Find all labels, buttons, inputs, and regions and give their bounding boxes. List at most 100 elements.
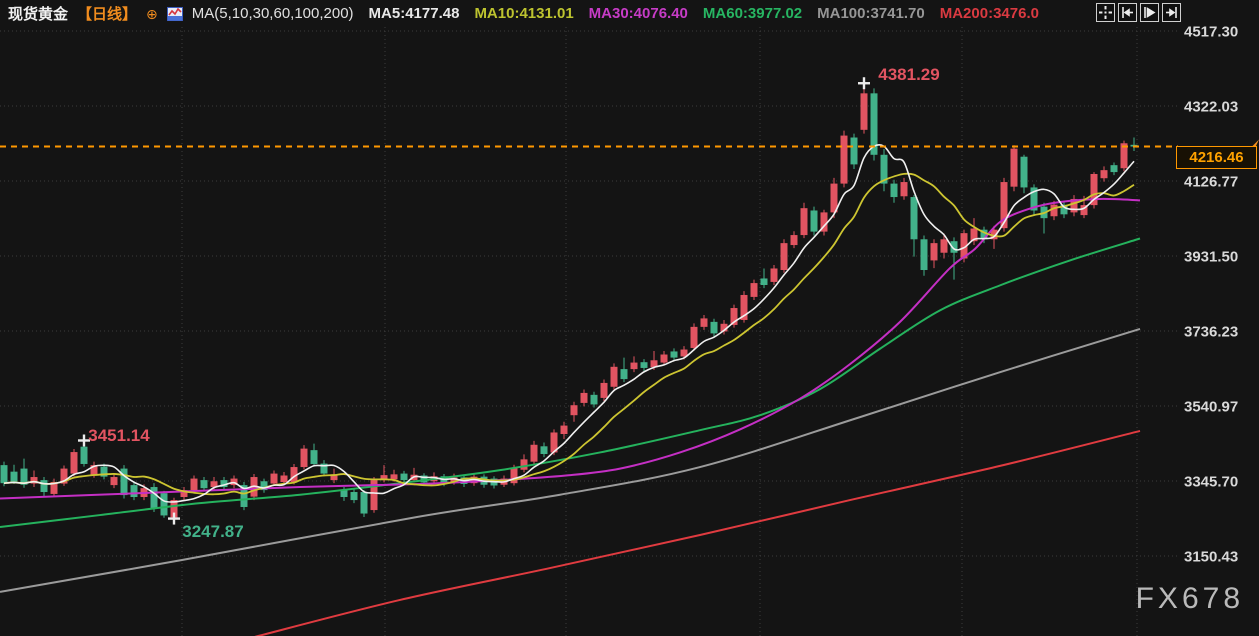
candle-body [380, 475, 388, 481]
candle-body [590, 394, 598, 405]
candle-body [1020, 156, 1028, 188]
candle-body [300, 448, 308, 468]
candle-body [760, 278, 768, 285]
candle-body [620, 369, 628, 380]
current-price-tag: 4216.46 [1176, 146, 1257, 169]
candle-body [90, 465, 98, 476]
candle-body [530, 444, 538, 462]
candle-body [940, 239, 948, 253]
extreme-marker [168, 512, 180, 525]
y-axis-label: 3931.50 [1184, 249, 1238, 266]
ma200-value: MA200:3476.0 [939, 5, 1039, 22]
candle-body [330, 474, 338, 481]
candle-body [1080, 205, 1088, 216]
candle-body [750, 283, 758, 297]
candle-body [630, 362, 638, 370]
move-tool-icon[interactable] [1096, 3, 1115, 22]
scroll-left-icon[interactable] [1118, 3, 1137, 22]
candle-body [790, 235, 798, 246]
y-axis-label: 4126.77 [1184, 174, 1238, 191]
candle-body [390, 474, 398, 480]
candle-body [830, 183, 838, 213]
ma100-line [0, 327, 1141, 593]
candle-body [20, 468, 28, 485]
ma30-value: MA30:4076.40 [588, 5, 688, 22]
chart-type-icon[interactable] [166, 6, 183, 21]
candle-body [1010, 148, 1018, 187]
extreme-marker [858, 77, 870, 90]
candle-body [150, 487, 158, 509]
candle-body [260, 481, 268, 491]
candle-body [320, 463, 328, 474]
candle-body [690, 326, 698, 348]
candle-body [240, 485, 248, 507]
candle-body [730, 308, 738, 325]
gridlines [0, 27, 1178, 636]
candle-body [740, 294, 748, 320]
candle-body [370, 480, 378, 511]
candle-body [570, 405, 578, 416]
candle-body [10, 471, 18, 482]
candle-body [640, 362, 648, 368]
candle-body [30, 477, 38, 484]
candle-body [1070, 198, 1078, 213]
ma5-line [3, 144, 1135, 503]
candle-body [580, 392, 588, 403]
candle-body [270, 473, 278, 484]
candle-body [600, 382, 608, 398]
candle-body [710, 321, 718, 334]
ma-group-label[interactable]: MA(5,10,30,60,100,200) [191, 5, 354, 22]
candle-body [960, 233, 968, 259]
candle-body [50, 482, 58, 494]
candle-body [350, 492, 358, 501]
candle-body [840, 135, 848, 184]
candle-body [310, 450, 318, 464]
candle-body [910, 197, 918, 240]
candle-body [1090, 173, 1098, 206]
candle-body [1120, 143, 1128, 169]
candle-body [190, 478, 198, 491]
y-axis-label: 4322.03 [1184, 99, 1238, 116]
candle-body [770, 268, 778, 282]
candle-body [130, 485, 138, 498]
candle-body [980, 229, 988, 240]
add-indicator-icon[interactable]: ⊕ [146, 5, 158, 22]
ma10-value: MA10:4131.01 [474, 5, 574, 22]
candle-body [550, 432, 558, 453]
candle-body [990, 229, 998, 240]
candle-body [60, 468, 68, 484]
candle-body [1110, 165, 1118, 173]
candle-body [660, 354, 668, 363]
candle-body [860, 93, 868, 130]
candle-body [40, 480, 48, 493]
candle-body [210, 481, 218, 488]
candle-body [850, 137, 858, 165]
candle-body [970, 228, 978, 242]
candle-body [1000, 182, 1008, 229]
candle-body [800, 208, 808, 236]
candle-body [1100, 170, 1108, 179]
candle-body [780, 243, 788, 271]
timeframe-label[interactable]: 【日线】 [77, 6, 138, 23]
candle-body [520, 459, 528, 470]
ma60-value: MA60:3977.02 [702, 5, 803, 22]
ma30-line [0, 197, 1141, 500]
ma5-value: MA5:4177.48 [368, 5, 460, 22]
zoom-to-latest-icon[interactable] [1140, 3, 1159, 22]
y-axis-label: 3150.43 [1184, 549, 1238, 566]
extreme-marker [78, 434, 90, 447]
chart-header: 现货黄金 【日线】 ⊕ MA(5,10,30,60,100,200) MA5:4… [0, 0, 1259, 27]
scroll-right-icon[interactable] [1162, 3, 1181, 22]
watermark: FX678 [1135, 582, 1244, 615]
price-annotation: 3451.14 [88, 426, 150, 445]
candle-body [280, 475, 288, 483]
candle-body [290, 467, 298, 483]
candle-body [870, 93, 878, 155]
candle-body [700, 318, 708, 327]
candle-body [900, 182, 908, 197]
candle-body [200, 480, 208, 489]
candle-body [110, 477, 118, 486]
